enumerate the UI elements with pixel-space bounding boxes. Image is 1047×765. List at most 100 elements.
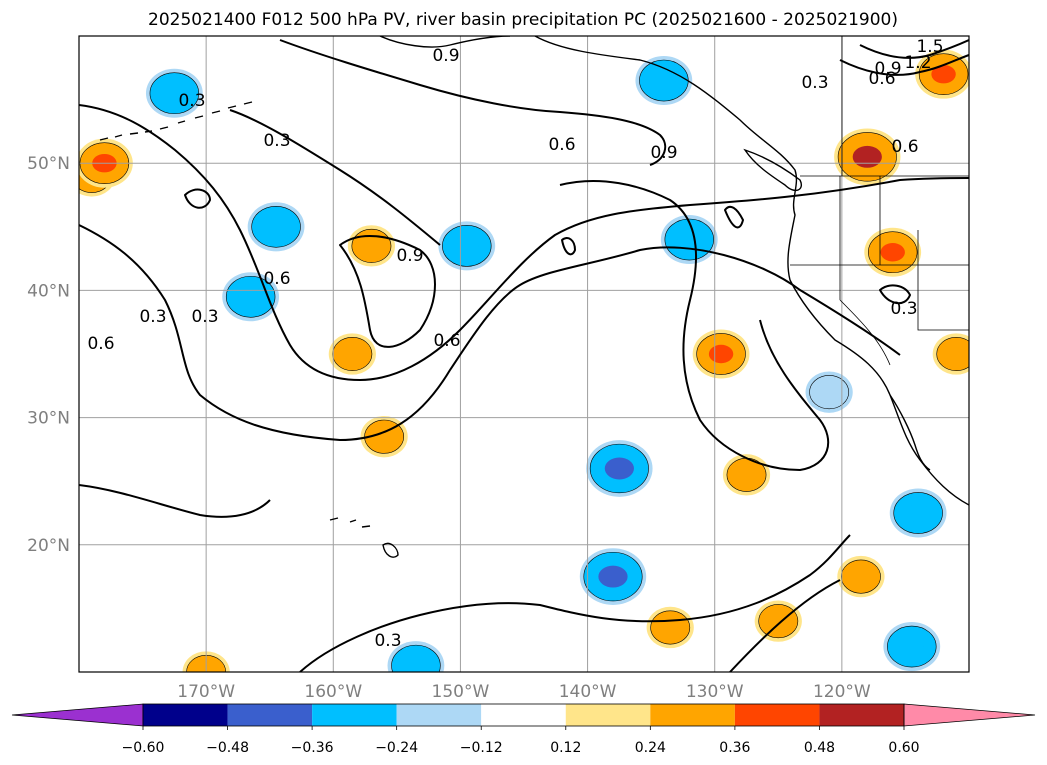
x-tick-label: 120°W: [813, 682, 871, 702]
pv-contour-0.6-west: [79, 224, 901, 441]
contour-label: 0.9: [432, 46, 459, 66]
contour-label: 0.6: [891, 137, 918, 157]
colorbar-bin: [396, 704, 482, 726]
precip-blob: [841, 559, 881, 594]
pv-contour-0.3-outer: [79, 104, 969, 381]
contour-label: 0.9: [396, 246, 423, 266]
colorbar-tick-label: −0.24: [375, 740, 418, 756]
contour-label: 0.9: [650, 143, 677, 163]
contour-labels: 0.30.30.3 0.30.30.30.30.60.60.60.60.60.60…: [87, 37, 943, 651]
contour-label: 0.3: [374, 631, 401, 651]
precip-blob-core: [604, 457, 634, 480]
precip-blob-core: [263, 217, 289, 237]
precip-blob: [758, 604, 799, 639]
pv-contours: [79, 39, 969, 672]
precip-blob-core: [708, 344, 734, 364]
pv-contour-high-ne: [839, 39, 969, 76]
colorbar-bin: [650, 704, 735, 726]
north-america-coastline: [534, 36, 969, 506]
contour-label: 0.3: [178, 91, 205, 111]
y-tick-labels: 50°N 40°N 30°N 20°N: [27, 154, 70, 556]
contour-label: 0.3: [139, 307, 166, 327]
precip-blob-core: [852, 145, 882, 168]
coastlines: [99, 36, 969, 558]
state-borders: [790, 176, 969, 366]
contour-label: 0.3: [191, 307, 218, 327]
x-tick-label: 170°W: [177, 682, 235, 702]
pv-contour-0.6-loop: [339, 234, 436, 348]
baja-california: [889, 394, 931, 471]
map-frame: [78, 35, 970, 673]
pv-contour-0.6-central-loop: [559, 179, 830, 471]
colorbar-tick-label: −0.12: [460, 740, 503, 756]
chart-title: 2025021400 F012 500 hPa PV, river basin …: [148, 10, 898, 30]
precip-blob-core: [162, 84, 187, 103]
precip-blob-core: [403, 656, 429, 672]
x-tick-label: 140°W: [559, 682, 617, 702]
colorbar-bin: [312, 704, 397, 726]
precip-blob: [936, 337, 969, 371]
colorbar-tick-label: 0.24: [635, 740, 666, 756]
precip-blob-core: [905, 503, 931, 523]
x-tick-label: 160°W: [304, 682, 362, 702]
pv-contour-0.3-mid: [229, 109, 441, 246]
precip-blob-core: [598, 565, 628, 588]
contour-label: 0.6: [868, 69, 895, 89]
colorbar-bin: [819, 704, 904, 726]
x-tick-label: 130°W: [686, 682, 744, 702]
hawaii-islands: [329, 517, 399, 558]
precip-blob-core: [651, 71, 677, 90]
colorbar-bin: [143, 704, 228, 726]
precip-blob-core: [899, 637, 924, 656]
precip-blob-core: [238, 287, 263, 306]
y-tick-label: 20°N: [27, 536, 70, 556]
contour-label: 0.6: [87, 334, 114, 354]
colorbar-tick-label: 0.60: [888, 740, 919, 756]
contour-label: 0.3: [801, 73, 828, 93]
contour-label: 0.3: [263, 131, 290, 151]
colorbar-tick-labels: −0.60 −0.48 −0.36 −0.24 −0.12 0.12 0.24 0.36 0.4…: [122, 726, 920, 756]
colorbar-tick-label: 0.36: [719, 740, 750, 756]
precip-blob-core: [880, 243, 905, 262]
precip-blob-core: [931, 64, 956, 84]
precip-blob-core: [677, 230, 702, 249]
precip-blob: [351, 228, 392, 263]
map-panel: 0.30.30.3 0.30.30.30.30.60.60.60.60.60.60…: [78, 35, 970, 673]
colorbar-extend-high: [903, 703, 1036, 727]
pv-contour-small-loops: [184, 188, 911, 305]
precip-blob: [650, 610, 691, 645]
vancouver-island: [743, 148, 802, 192]
x-tick-labels: 170°W 160°W 150°W 140°W 130°W 120°W: [177, 682, 871, 702]
colorbar-bin: [481, 704, 566, 726]
contour-label: 0.6: [433, 331, 460, 351]
contour-label: 0.3: [890, 299, 917, 319]
colorbar-tick-label: 0.12: [550, 740, 581, 756]
x-tick-label: 150°W: [432, 682, 490, 702]
y-tick-label: 40°N: [27, 281, 70, 301]
precip-blob-core: [454, 236, 479, 256]
contour-label: 0.6: [548, 135, 575, 155]
alaska-coastline: [379, 36, 511, 48]
map-background: [79, 36, 969, 672]
y-tick-label: 50°N: [27, 154, 70, 174]
precip-layer: [79, 49, 969, 672]
precip-blob: [332, 337, 373, 371]
contour-label: 1.2: [904, 53, 931, 73]
colorbar: −0.60 −0.48 −0.36 −0.24 −0.12 0.12 0.24 0.36 0.4…: [11, 703, 1036, 756]
colorbar-bin: [565, 704, 651, 726]
pv-contour-0.3-south: [79, 484, 851, 672]
colorbar-tick-label: −0.60: [122, 740, 165, 756]
pv-contour-0.9-north: [279, 39, 667, 166]
colorbar-bins: [11, 703, 1036, 727]
colorbar-frame: [142, 703, 905, 727]
y-tick-label: 30°N: [27, 409, 70, 429]
colorbar-extend-low: [11, 703, 144, 727]
colorbar-bin: [227, 704, 313, 726]
colorbar-tick-label: −0.48: [206, 740, 249, 756]
colorbar-bin: [734, 704, 820, 726]
colorbar-tick-label: 0.48: [804, 740, 835, 756]
contour-label: 0.9: [874, 59, 901, 79]
contour-label: 1.5: [916, 37, 943, 57]
colorbar-tick-label: −0.36: [291, 740, 334, 756]
